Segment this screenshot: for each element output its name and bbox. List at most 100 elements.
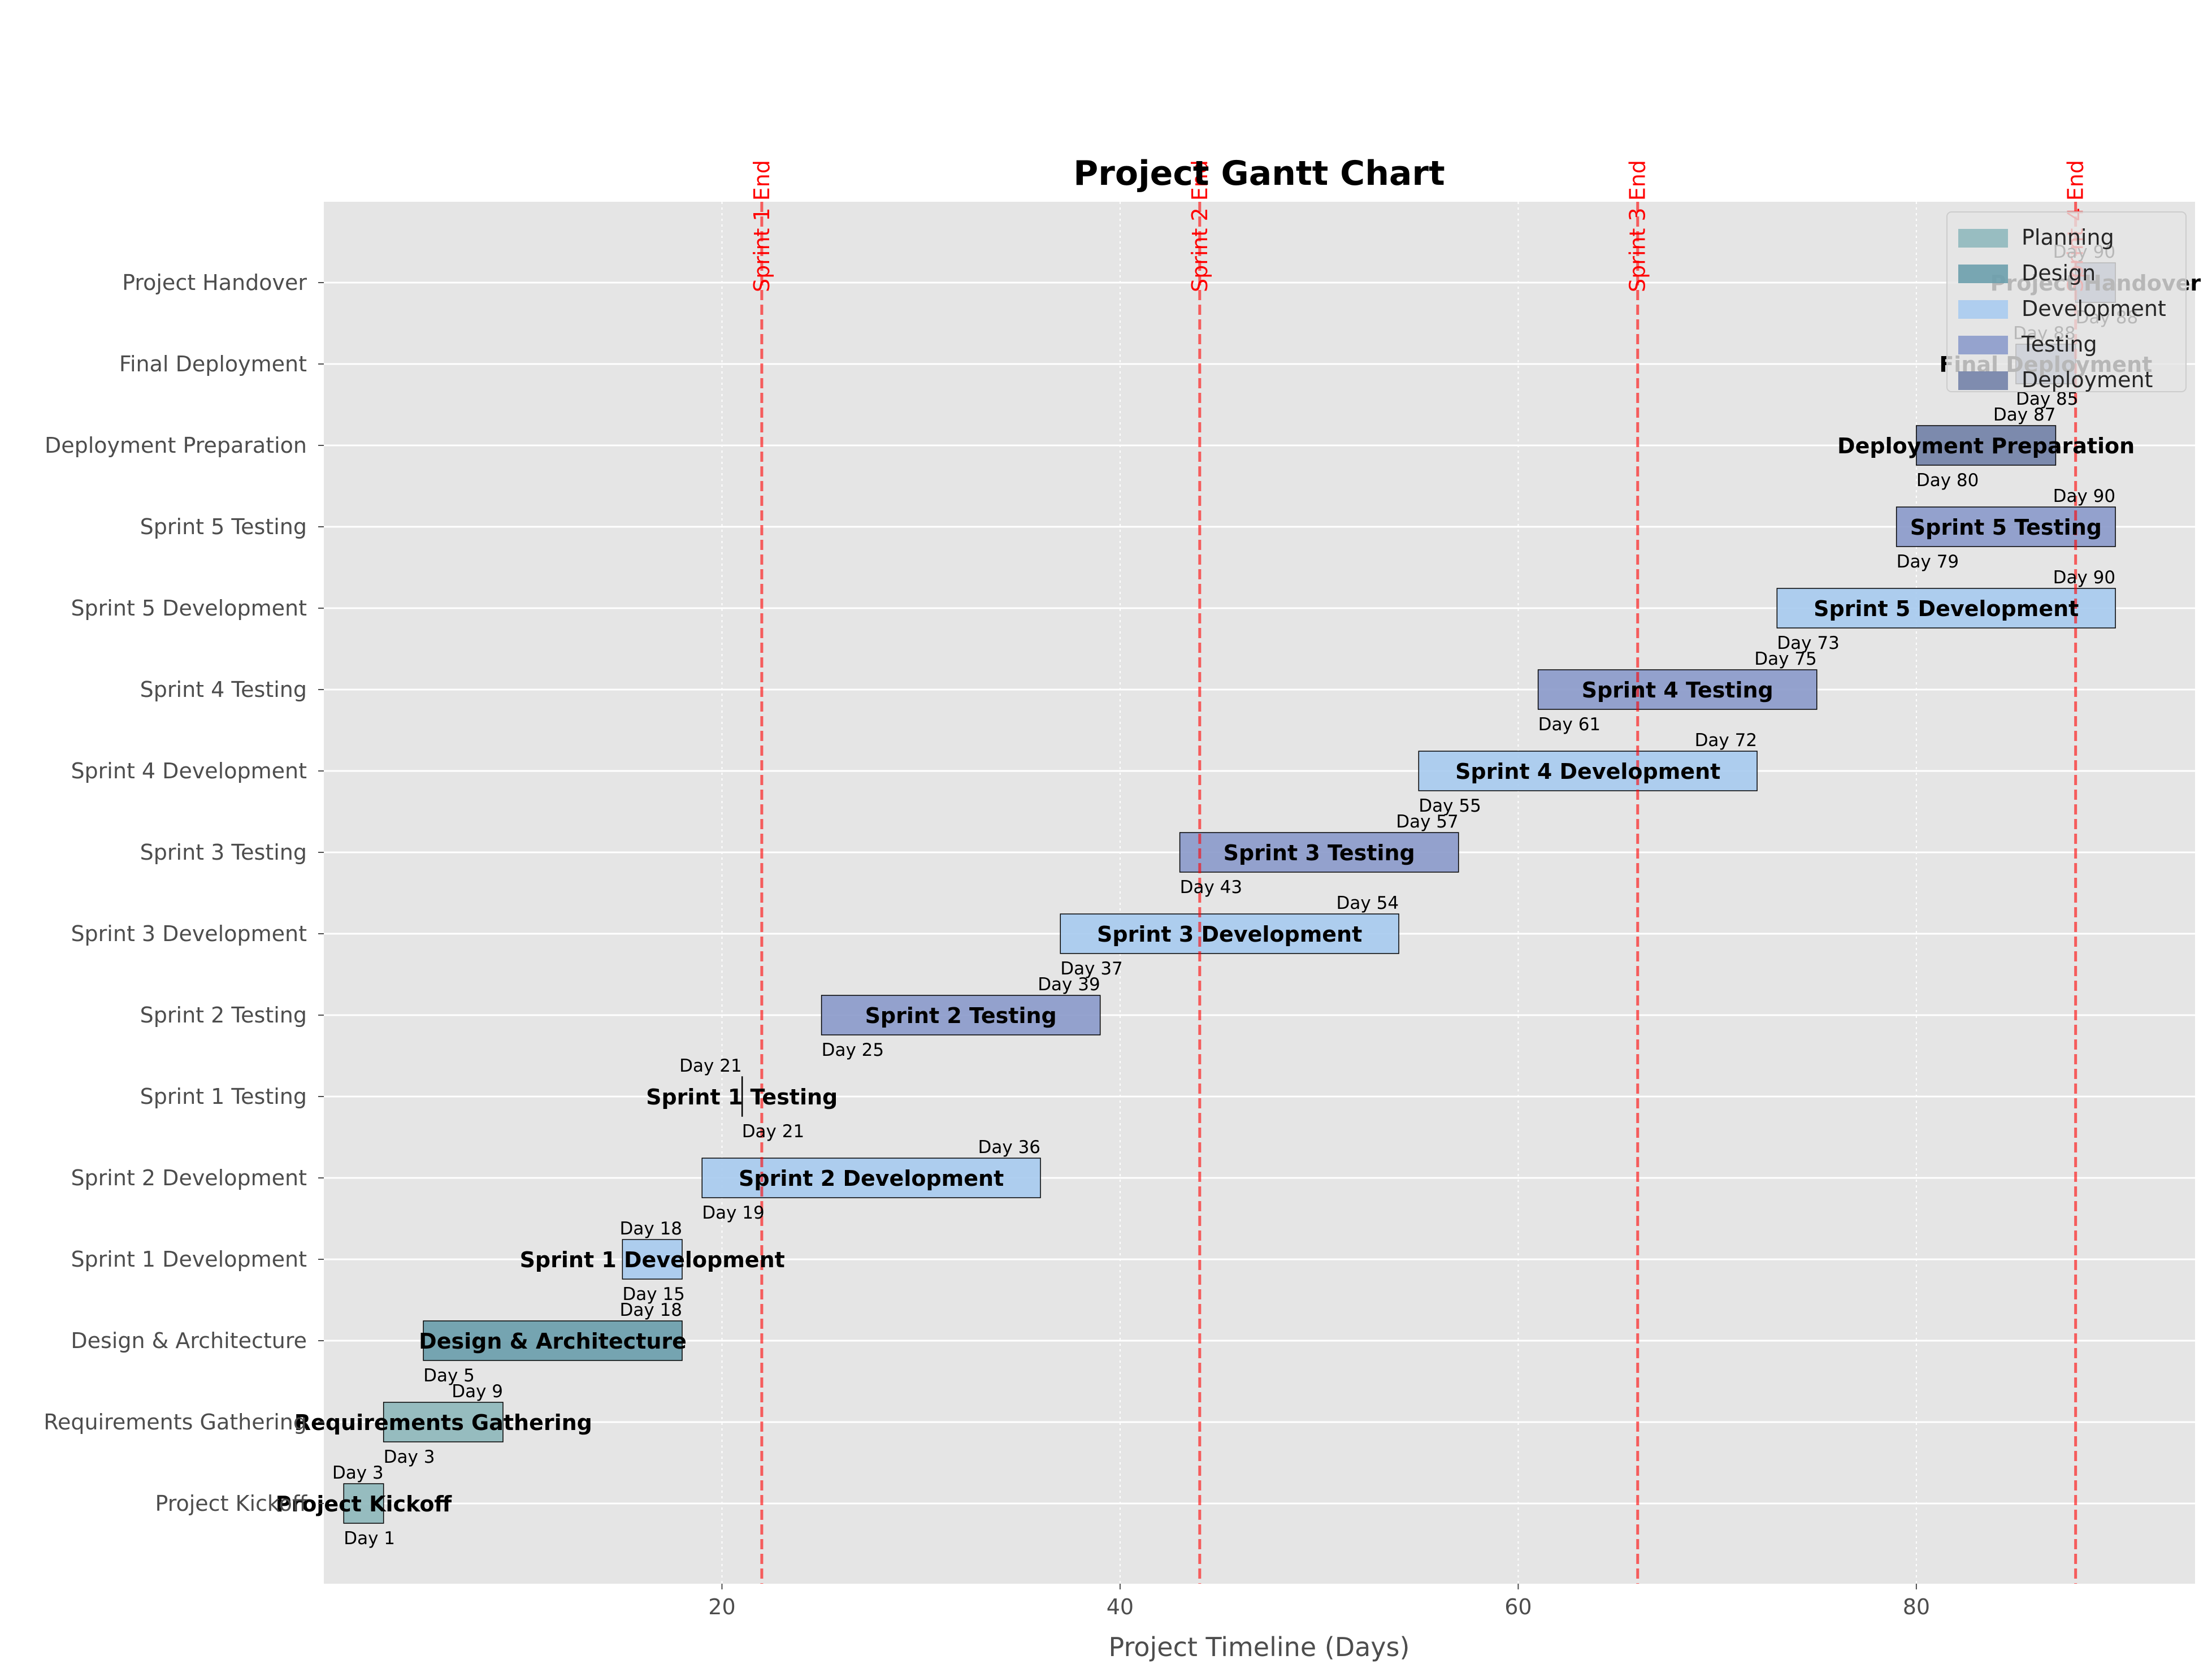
task-bar-label: Sprint 5 Testing [1910,515,2102,540]
y-tick-label: Sprint 2 Testing [140,1003,307,1028]
chart-title: Project Gantt Chart [1073,154,1445,193]
task-bar-label: Sprint 5 Development [1814,596,2079,621]
task-bar-label: Sprint 3 Testing [1224,840,1415,865]
sprint-marker-label: Sprint 3 End [1625,160,1650,292]
x-axis: 20 40 60 80 [708,1584,1930,1619]
grid-lines [324,202,2195,1584]
legend-label: Deployment [2022,367,2153,392]
y-tick-label: Sprint 3 Development [71,921,307,946]
task-start-label: Day 25 [822,1040,884,1060]
task-bar [1916,425,2057,466]
x-tick-label: 80 [1903,1594,1930,1619]
task-bar [423,1320,683,1361]
legend-swatch [1958,300,2008,319]
y-tick-label: Sprint 5 Development [71,596,307,621]
legend-swatch [1958,265,2008,283]
task-bar [383,1402,504,1442]
y-tick-label: Deployment Preparation [45,433,307,458]
task-end-label: Day 36 [978,1137,1041,1158]
x-tick-label: 40 [1107,1594,1134,1619]
y-tick-label: Sprint 5 Testing [140,514,307,539]
task-bar [701,1158,1041,1198]
sprint-marker-label: Sprint 1 End [749,160,774,292]
y-tick-label: Project Handover [122,270,307,295]
task-bar-label: Deployment Preparation [1837,434,2135,458]
sprint-marker-label: Sprint 2 End [1187,160,1212,292]
legend-swatch [1958,371,2008,390]
task-start-label: Day 19 [702,1203,765,1223]
task-bar-label: Sprint 4 Development [1455,759,1720,784]
task-bar [1776,588,2116,629]
task-bars [343,262,2116,1524]
legend-label: Planning [2022,225,2114,250]
task-start-label: Day 15 [622,1284,685,1305]
task-bar [622,1239,683,1280]
task-end-label: Day 87 [1993,405,2056,425]
bar-labels: Project Kickoff Day 1 Day 3 Requirements Ga… [276,242,2201,1549]
task-end-label: Day 57 [1396,812,1459,832]
y-tick-label: Design & Architecture [71,1328,307,1353]
x-tick-label: 20 [708,1594,735,1619]
task-end-label: Day 9 [452,1381,503,1402]
task-end-label: Day 90 [2053,567,2116,588]
legend-swatch [1958,336,2008,354]
task-bar-label: Sprint 2 Testing [865,1003,1057,1028]
task-end-label: Day 3 [332,1463,384,1483]
y-tick-label: Sprint 2 Development [71,1165,307,1190]
plot-background [324,202,2195,1584]
task-start-label: Day 80 [1916,470,1979,491]
legend-label: Design [2022,261,2096,285]
task-bar [1060,913,1399,954]
task-bar-label: Sprint 1 Testing [646,1085,838,1110]
y-tick-label: Sprint 3 Testing [140,840,307,865]
task-bar-label: Project Kickoff [276,1492,453,1516]
y-tick-label: Project Kickoff [155,1491,307,1516]
task-bar-label: Sprint 4 Testing [1582,678,1773,703]
y-tick-label: Requirements Gathering [44,1410,307,1435]
task-end-label: Day 18 [620,1219,683,1239]
task-bar [1896,506,2116,547]
task-end-label: Day 39 [1038,974,1100,995]
task-end-label: Day 54 [1337,893,1399,913]
task-bar-label: Sprint 3 Development [1097,922,1362,947]
y-tick-label: Sprint 1 Testing [140,1084,307,1109]
task-start-label: Day 79 [1897,552,1959,572]
task-bar [343,1483,384,1524]
task-end-label: Day 72 [1695,730,1758,751]
task-start-label: Day 37 [1060,959,1123,979]
task-start-label: Day 55 [1419,796,1481,816]
task-start-label: Day 3 [384,1447,435,1467]
task-bar [741,1076,743,1117]
task-bar-label: Sprint 1 Development [520,1247,785,1272]
task-start-label: Day 73 [1777,633,1840,653]
y-axis: Project Kickoff Requirements Gathering Des… [44,270,324,1516]
task-bar [821,995,1101,1035]
task-start-label: Day 1 [344,1528,395,1549]
y-tick-label: Sprint 4 Testing [140,677,307,702]
legend: Planning Design Development Testing Deployme… [1946,211,2187,392]
task-start-label: Day 5 [423,1366,475,1386]
legend-label: Testing [2021,332,2097,357]
task-bar [1537,669,1818,710]
legend-label: Development [2022,296,2166,321]
task-end-label: Day 18 [620,1300,683,1320]
y-tick-label: Sprint 1 Development [71,1247,307,1272]
task-start-label: Day 21 [742,1121,805,1142]
task-start-label: Day 43 [1180,877,1243,898]
task-bar [1179,832,1459,873]
task-end-label: Day 75 [1754,649,1817,669]
x-tick-label: 60 [1504,1594,1532,1619]
y-tick-label: Final Deployment [119,352,307,376]
task-start-label: Day 61 [1538,714,1601,735]
task-bar-label: Requirements Gathering [294,1410,592,1435]
x-axis-label: Project Timeline (Days) [1109,1632,1410,1662]
task-end-label: Day 90 [2053,486,2116,506]
legend-swatch [1958,229,2008,248]
task-bar-label: Sprint 2 Development [739,1166,1004,1191]
task-end-label: Day 21 [679,1056,742,1076]
sprint-markers: Sprint 1 End Sprint 2 End Sprint 3 End Spri… [749,160,2088,1584]
task-bar-label: Design & Architecture [419,1329,687,1354]
task-bar [1418,751,1758,791]
y-tick-label: Sprint 4 Development [71,759,307,783]
